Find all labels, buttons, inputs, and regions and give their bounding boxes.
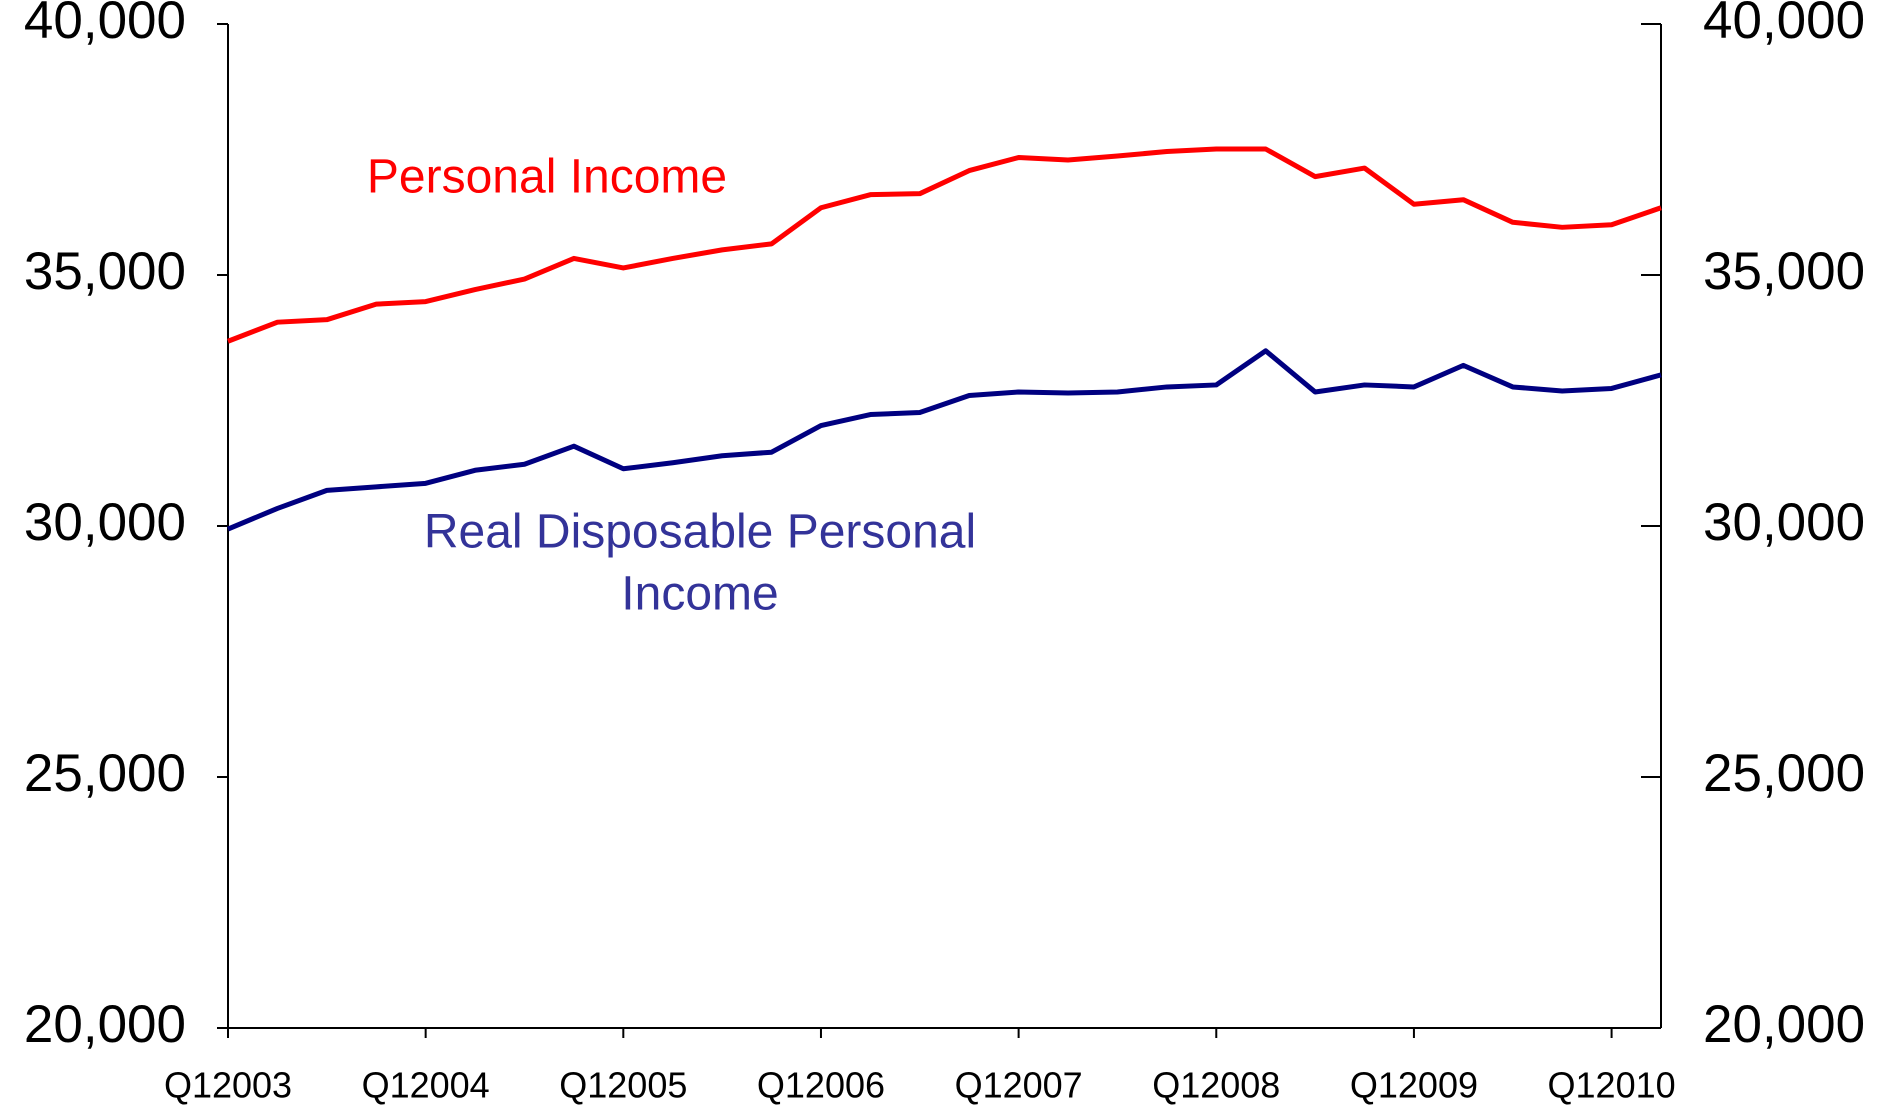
x-tick-label: Q12007 <box>955 1065 1083 1106</box>
x-tick-label: Q12004 <box>362 1065 490 1106</box>
series-line <box>227 348 1662 532</box>
x-tick-label: Q12010 <box>1548 1065 1676 1106</box>
y-tick-label: 25,000 <box>24 744 186 803</box>
y2-tick-label: 25,000 <box>1703 744 1865 803</box>
series-line <box>227 146 1662 344</box>
y2-tick-label: 40,000 <box>1703 0 1865 50</box>
y-tick-label: 35,000 <box>24 242 186 301</box>
annotation: Real Disposable Personal <box>424 506 976 559</box>
y2-tick-label: 30,000 <box>1703 493 1865 552</box>
x-tick-label: Q12008 <box>1152 1065 1280 1106</box>
y2-tick-label: 35,000 <box>1703 242 1865 301</box>
x-tick-label: Q12006 <box>757 1065 885 1106</box>
y-tick-label: 40,000 <box>24 0 186 50</box>
y-tick-label: 20,000 <box>24 995 186 1054</box>
y2-tick-label: 20,000 <box>1703 995 1865 1054</box>
annotation: Income <box>621 568 778 621</box>
annotation: Personal Income <box>367 151 727 204</box>
x-tick-label: Q12005 <box>559 1065 687 1106</box>
y-tick-label: 30,000 <box>24 493 186 552</box>
x-tick-label: Q12003 <box>164 1065 292 1106</box>
x-tick-label: Q12009 <box>1350 1065 1478 1106</box>
